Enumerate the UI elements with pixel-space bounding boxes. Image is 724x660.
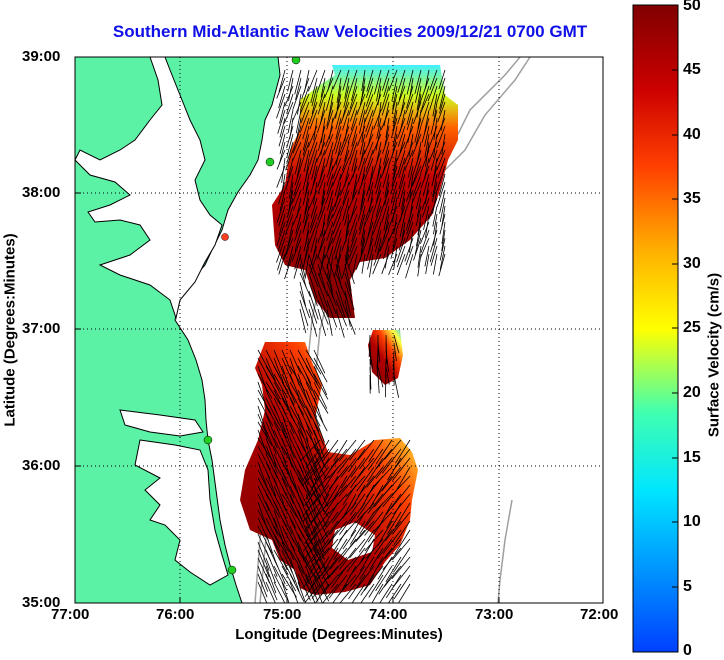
- x-tick-label: 74:00: [369, 606, 407, 623]
- y-tick-label: 38:00: [22, 184, 60, 201]
- colorbar-tick-label: 15: [683, 449, 701, 467]
- x-tick-label: 72:00: [580, 606, 618, 623]
- colorbar-tick-label: 5: [683, 578, 692, 596]
- x-tick-label: 73:00: [475, 606, 513, 623]
- colorbar-label: Surface Velocity (cm/s): [706, 273, 723, 437]
- colorbar-tick-label: 40: [683, 126, 701, 144]
- y-axis-label: Latitude (Degrees:Minutes): [2, 233, 19, 426]
- y-tick-label: 39:00: [22, 48, 60, 65]
- x-axis-label: Longitude (Degrees:Minutes): [235, 626, 443, 643]
- colorbar-tick-label: 10: [683, 513, 701, 531]
- x-tick-label: 75:00: [263, 606, 301, 623]
- colorbar-tick-label: 50: [683, 0, 701, 15]
- colorbar-tick-label: 0: [683, 642, 692, 660]
- y-tick-label: 36:00: [22, 457, 60, 474]
- colorbar-tick-label: 45: [683, 61, 701, 79]
- colorbar-tick-label: 35: [683, 190, 701, 208]
- colorbar-tick-label: 20: [683, 384, 701, 402]
- x-tick-label: 76:00: [156, 606, 194, 623]
- x-tick-label: 77:00: [51, 606, 89, 623]
- y-tick-label: 37:00: [22, 320, 60, 337]
- colorbar: [633, 5, 678, 652]
- colorbar-tick-label: 30: [683, 255, 701, 273]
- colorbar-tick-label: 25: [683, 319, 701, 337]
